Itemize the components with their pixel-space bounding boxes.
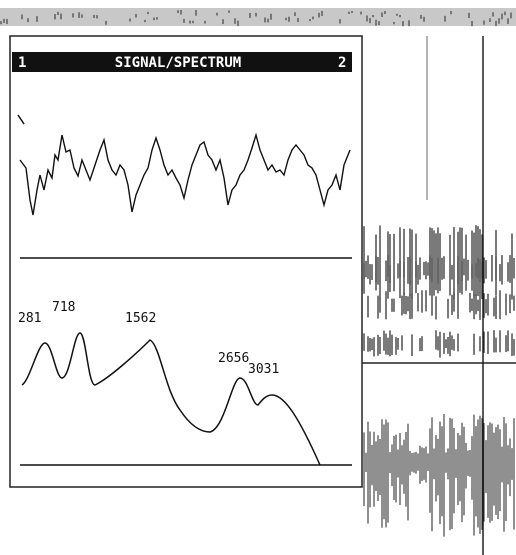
menu-speck	[369, 18, 371, 23]
menu-speck	[204, 21, 206, 24]
menu-speck	[81, 14, 83, 17]
menu-speck	[339, 19, 341, 23]
menu-speck	[498, 18, 500, 24]
menu-speck	[192, 21, 194, 23]
menu-speck	[321, 11, 323, 16]
peak-label: 1562	[125, 311, 156, 326]
menu-speck	[288, 17, 290, 22]
window	[10, 36, 362, 487]
menu-speck	[237, 21, 239, 26]
menu-speck	[294, 12, 296, 16]
menu-speck	[489, 18, 491, 22]
menu-speck	[27, 18, 29, 22]
menu-speck	[195, 10, 197, 16]
menu-speck	[318, 13, 320, 18]
menu-speck	[366, 15, 368, 21]
menu-speck	[504, 12, 506, 16]
menu-speck	[507, 18, 509, 24]
menu-speck	[189, 21, 191, 24]
menu-speck	[216, 13, 218, 16]
menu-speck	[495, 21, 497, 26]
menu-speck	[57, 12, 59, 15]
menu-speck	[36, 16, 38, 22]
menu-speck	[393, 22, 395, 24]
menu-speck	[6, 19, 8, 24]
menu-speck	[444, 16, 446, 22]
menu-speck	[255, 13, 257, 17]
menu-speck	[351, 11, 353, 13]
menu-speck	[285, 18, 287, 21]
menu-speck	[408, 20, 410, 26]
menu-speck	[423, 17, 425, 22]
menu-speck	[381, 13, 383, 17]
menu-speck	[183, 19, 185, 23]
menu-speck	[54, 14, 56, 19]
menu-speck	[72, 13, 74, 17]
menu-speck	[60, 14, 62, 20]
spectrogram-area	[364, 225, 514, 536]
menu-speck	[264, 17, 266, 22]
menu-speck	[471, 21, 473, 26]
menu-speck	[378, 21, 380, 25]
menu-speck	[468, 13, 470, 18]
menu-speck	[234, 18, 236, 24]
menu-speck	[372, 15, 374, 17]
menu-speck	[144, 20, 146, 22]
window-number-left: 1	[18, 55, 26, 71]
menu-speck	[180, 10, 182, 14]
peak-label: 3031	[248, 362, 279, 377]
menu-speck	[483, 20, 485, 24]
menu-speck	[420, 15, 422, 19]
menu-speck	[78, 12, 80, 18]
menu-speck	[96, 15, 98, 18]
menu-speck	[402, 21, 404, 26]
menu-speck	[270, 14, 272, 20]
menu-speck	[309, 19, 311, 21]
menu-speck	[492, 12, 494, 16]
screen: 1 SIGNAL/SPECTRUM 2 281 718 1562 2656 30…	[0, 0, 516, 555]
menu-speck	[375, 20, 377, 26]
menu-speck	[267, 19, 269, 23]
menu-speck	[105, 21, 107, 25]
menu-speck	[450, 11, 452, 14]
menu-speck	[135, 14, 137, 18]
menu-speck	[147, 12, 149, 14]
peak-label: 2656	[218, 351, 249, 366]
menu-speck	[228, 10, 230, 12]
menu-speck	[501, 14, 503, 20]
menu-speck	[396, 14, 398, 16]
menu-speck	[510, 13, 512, 19]
menu-speck	[297, 18, 299, 22]
menu-speck	[0, 21, 2, 24]
menu-speck	[384, 11, 386, 14]
window-number-right: 2	[338, 55, 346, 71]
menu-speck	[129, 18, 131, 21]
menu-bar	[0, 8, 516, 26]
menu-speck	[312, 17, 314, 20]
menu-speck	[360, 12, 362, 15]
menu-speck	[21, 14, 23, 19]
menu-speck	[153, 18, 155, 21]
menu-speck	[249, 13, 251, 18]
peak-label: 281	[18, 311, 41, 326]
menu-speck	[156, 17, 158, 20]
menu-speck	[93, 15, 95, 18]
window-title: SIGNAL/SPECTRUM	[115, 55, 241, 71]
menu-speck	[177, 10, 179, 13]
menu-speck	[3, 19, 5, 23]
menu-speck	[348, 12, 350, 14]
peak-label: 718	[52, 300, 75, 315]
menu-speck	[222, 19, 224, 24]
menu-speck	[399, 15, 401, 17]
